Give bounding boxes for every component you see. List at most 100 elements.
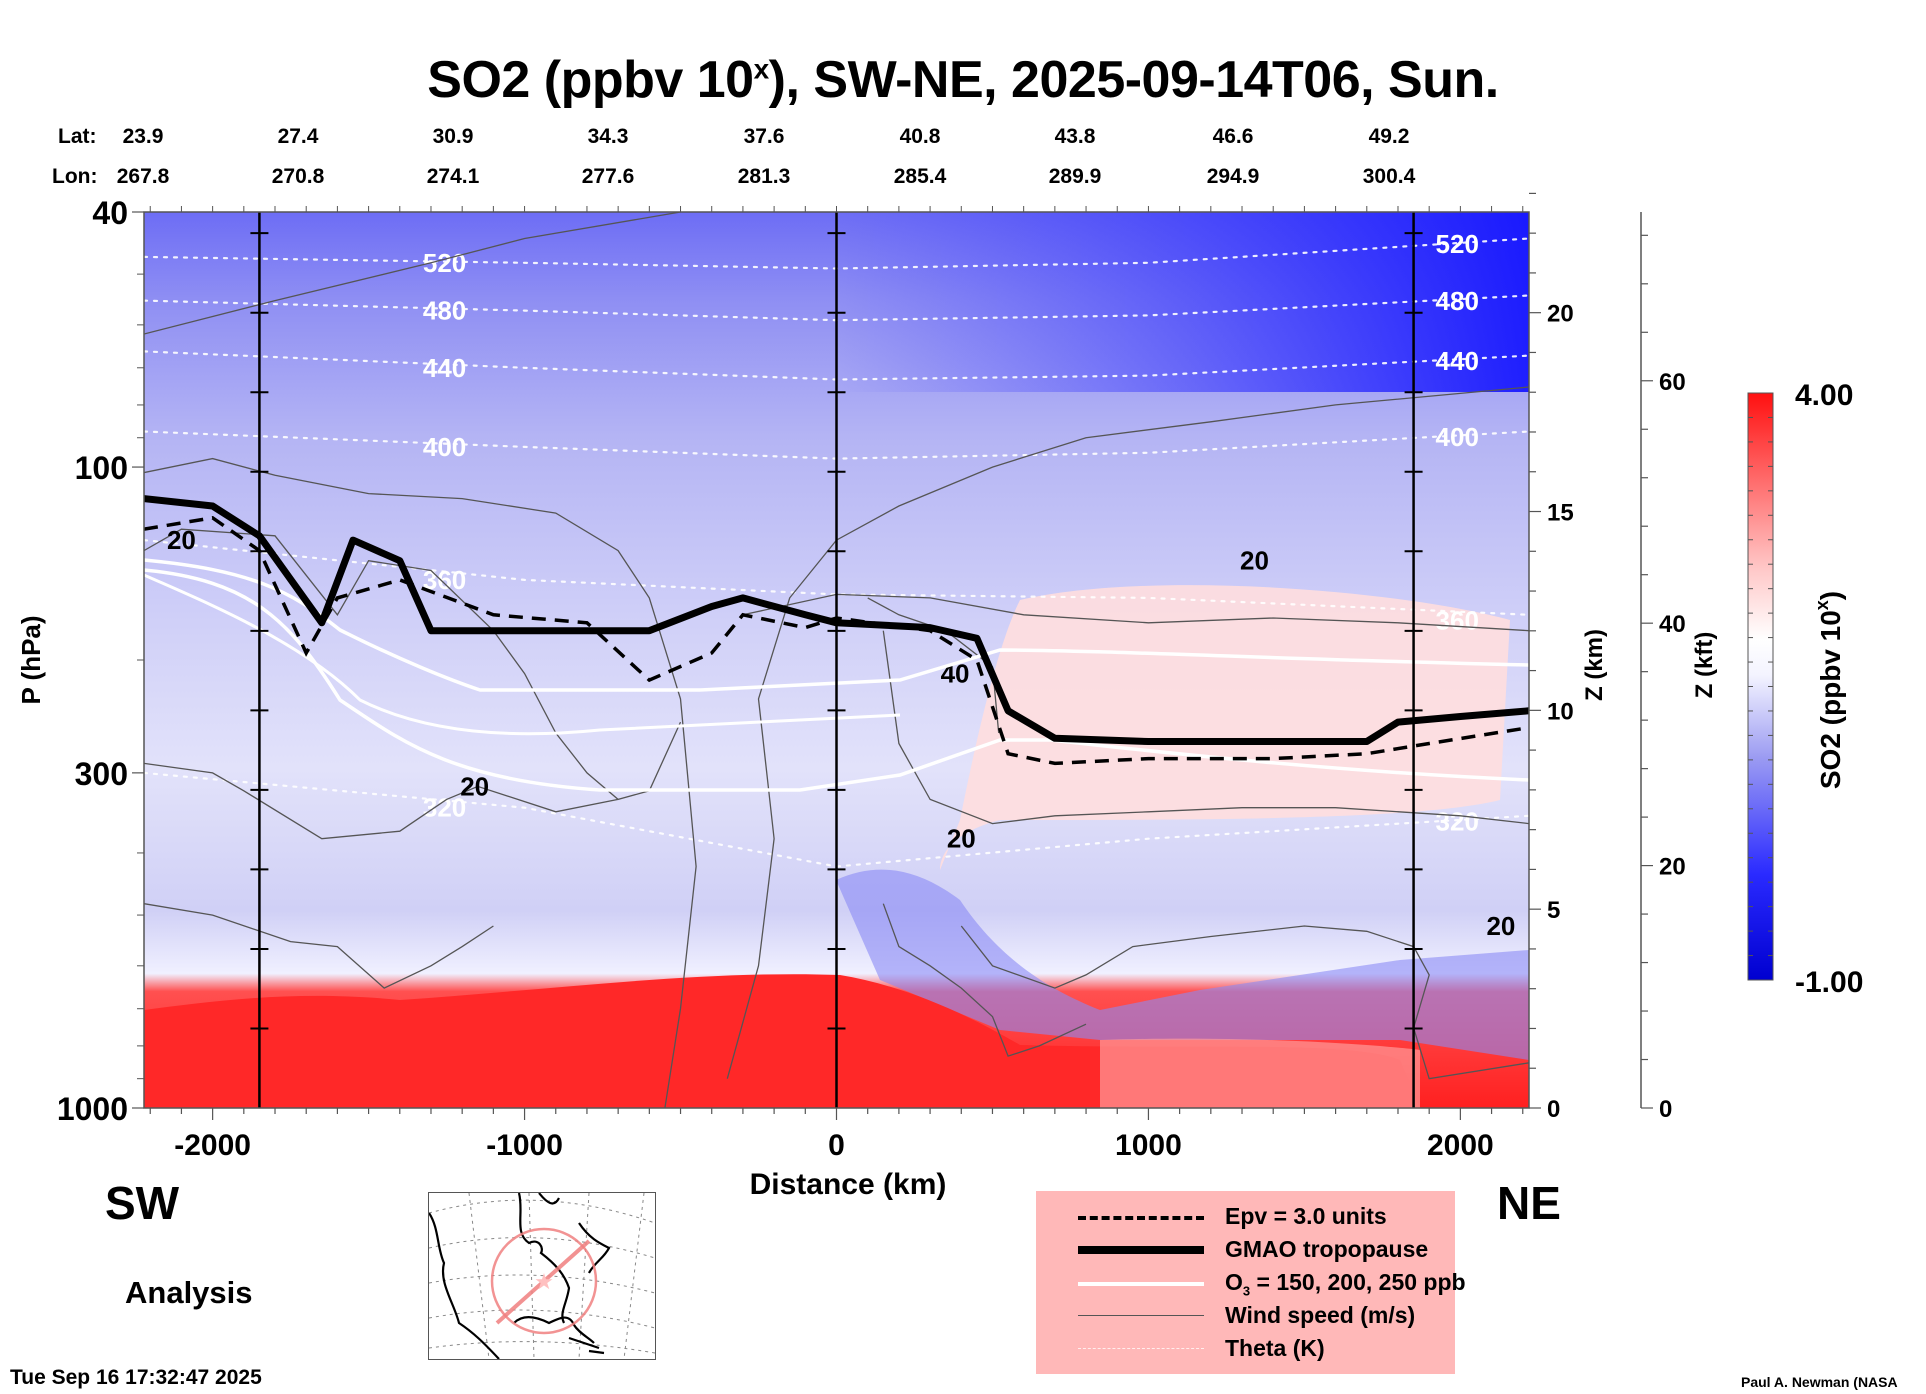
direction-sw-label: SW (105, 1177, 180, 1229)
wind-contour-label: 20 (1240, 546, 1269, 576)
timestamp: Tue Sep 16 17:32:47 2025 (10, 1366, 262, 1389)
inset-transect-line (495, 1239, 591, 1325)
inset-range-circle (490, 1227, 598, 1335)
lon-value: 274.1 (426, 165, 480, 188)
ozone-contour-200 (144, 568, 1529, 792)
ozone-contour-250 (144, 573, 901, 736)
legend-swatch-thin (1078, 1315, 1204, 1316)
wind-contour-label: 20 (460, 771, 489, 801)
legend-label: Theta (K) (1225, 1335, 1325, 1361)
theta-contour-360 (144, 539, 1529, 616)
colorbar-min-label: -1.00 (1795, 966, 1863, 999)
legend-label: O3 = 150, 200, 250 ppb (1225, 1269, 1466, 1299)
legend-label: Epv = 3.0 units (1225, 1203, 1387, 1229)
z-kft-axis-label: Z (kft) (1691, 632, 1718, 699)
y-tick-label: 40 (92, 195, 128, 231)
legend: Epv = 3.0 units GMAO tropopause O3 = 150… (1036, 1191, 1466, 1374)
colorbar-max-label: 4.00 (1795, 379, 1853, 412)
legend-swatch-dashed (1078, 1216, 1204, 1220)
epv-contour (144, 515, 1529, 766)
theta-label: 520 (1436, 229, 1479, 259)
zkft-tick-label: 0 (1659, 1096, 1672, 1123)
lon-value: 267.8 (116, 165, 170, 188)
wind-contour (742, 593, 1529, 632)
chart-title: SO2 (ppbv 10x), SW-NE, 2025-09-14T06, Su… (427, 51, 1499, 109)
legend-item-tropopause: GMAO tropopause (1036, 1234, 1455, 1266)
lat-value: 34.3 (587, 125, 629, 148)
heatmap-positive-region (940, 585, 1510, 870)
legend-item-wind: Wind speed (m/s) (1036, 1300, 1455, 1332)
colorbar-ticks (1748, 416, 1773, 957)
y-tick-label: 300 (75, 756, 128, 792)
wind-contour-label: 20 (947, 824, 976, 854)
theta-label: 440 (1436, 346, 1479, 376)
tropopause-contour (144, 495, 1529, 745)
colorbar: 4.00 -1.00 SO2 (ppbv 10x) (1747, 379, 1863, 999)
x-tick-label: 1000 (1115, 1129, 1182, 1162)
theta-label: 320 (423, 793, 466, 823)
theta-label: 400 (1436, 422, 1479, 452)
lon-row-label: Lon: (52, 165, 98, 188)
theta-label: 480 (1436, 286, 1479, 316)
lat-value: 46.6 (1212, 125, 1254, 148)
wind-contour (144, 903, 494, 989)
lat-value: 23.9 (122, 125, 164, 148)
author-credit: Paul A. Newman (NASA (1741, 1374, 1898, 1390)
lat-value: 30.9 (432, 125, 474, 148)
epv-line (144, 515, 1529, 766)
x-axis: -2000 -1000 0 1000 2000 (149, 206, 1524, 1162)
lat-value: 43.8 (1054, 125, 1096, 148)
y-axis-z-kft: 0 20 40 60 (1640, 212, 1686, 1123)
legend-label: Wind speed (m/s) (1225, 1302, 1416, 1328)
y-axis-z-km: 0 5 10 15 20 (1529, 192, 1574, 1123)
x-tick-label: 0 (828, 1129, 845, 1162)
ozone-contour-150 (144, 558, 1529, 692)
location-inset-map: ★ (428, 1192, 656, 1360)
wind-contour (144, 762, 619, 840)
theta-label: 320 (1436, 806, 1479, 836)
lon-value: 289.9 (1048, 165, 1102, 188)
legend-label: GMAO tropopause (1225, 1236, 1429, 1262)
lon-value: 285.4 (893, 165, 947, 188)
wind-contour-label: 20 (167, 525, 196, 555)
wind-contour (144, 212, 681, 335)
lon-value: 270.8 (271, 165, 325, 188)
theta-label: 440 (423, 353, 466, 383)
lon-value: 300.4 (1362, 165, 1416, 188)
direction-ne-label: NE (1497, 1177, 1561, 1229)
y-tick-label: 1000 (57, 1091, 128, 1127)
ozone-contours (144, 558, 1529, 792)
theta-label: 480 (423, 296, 466, 326)
heatmap-surface-mid (1100, 1038, 1420, 1108)
theta-label: 400 (423, 432, 466, 462)
wind-contour (726, 386, 1529, 1079)
x-tick-label: -2000 (174, 1129, 251, 1162)
lon-value: 277.6 (581, 165, 635, 188)
z-km-axis-label: Z (km) (1581, 629, 1608, 701)
heatmap-surface-low (836, 869, 1529, 1060)
lat-value: 49.2 (1368, 125, 1410, 148)
legend-item-theta: Theta (K) (1036, 1333, 1455, 1365)
graticule-lines (428, 1192, 656, 1360)
x-tick-label: -1000 (486, 1129, 563, 1162)
zkm-tick-label: 15 (1547, 500, 1574, 527)
theta-label: 360 (1436, 605, 1479, 635)
tropopause-line (144, 495, 1529, 745)
legend-swatch-thick (1078, 1246, 1204, 1254)
lat-value: 37.6 (743, 125, 785, 148)
zkft-tick-label: 60 (1659, 369, 1686, 396)
lon-value: 294.9 (1206, 165, 1260, 188)
legend-item-ozone: O3 = 150, 200, 250 ppb (1036, 1267, 1466, 1299)
wind-contour (882, 903, 1087, 1057)
analysis-label: Analysis (125, 1275, 253, 1310)
zkft-tick-label: 40 (1659, 611, 1686, 638)
y-axis-pressure: 40 100 300 1000 (57, 195, 144, 1127)
coastlines (428, 1192, 611, 1360)
lat-value: 27.4 (277, 125, 319, 148)
lat-row-label: Lat: (58, 125, 97, 148)
zkm-tick-label: 5 (1547, 897, 1560, 924)
y-tick-label: 100 (75, 450, 128, 486)
colorbar-label: SO2 (ppbv 10x) (1812, 591, 1846, 789)
inset-center-star-icon: ★ (534, 1269, 554, 1294)
